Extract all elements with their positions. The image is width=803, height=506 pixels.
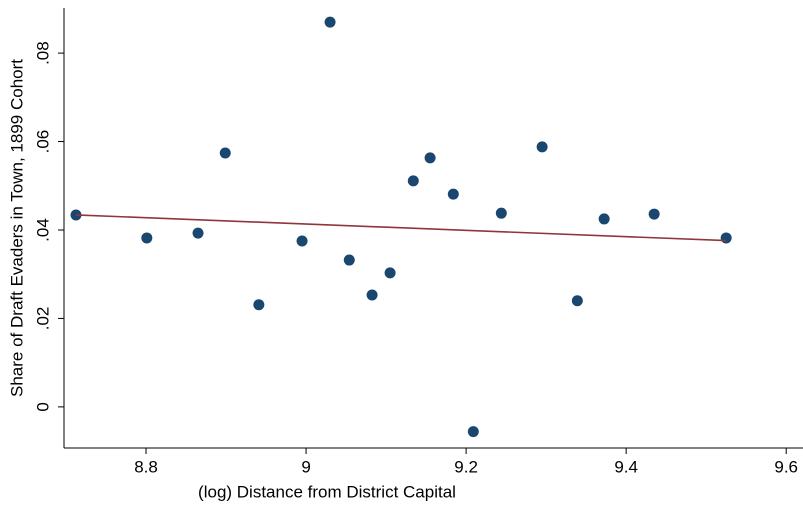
y-axis-title: Share of Draft Evaders in Town, 1899 Coh…	[7, 59, 26, 397]
y-tick-label: 0	[33, 402, 52, 411]
scatter-point	[571, 295, 583, 307]
y-tick-label: .04	[33, 218, 52, 242]
scatter-point	[720, 232, 732, 244]
scatter-point	[324, 16, 336, 28]
scatter-point	[648, 208, 660, 220]
scatter-point	[384, 267, 396, 279]
scatter-point	[141, 232, 153, 244]
scatter-point	[296, 235, 308, 247]
y-tick-label: .08	[33, 41, 52, 65]
x-tick-label: 9.6	[774, 457, 798, 476]
x-axis-title: (log) Distance from District Capital	[198, 482, 456, 501]
scatter-point	[253, 299, 265, 311]
x-tick-label: 9	[301, 457, 310, 476]
scatter-point	[366, 289, 378, 301]
scatter-point	[447, 188, 459, 200]
scatter-point	[343, 254, 355, 266]
scatter-point	[495, 207, 507, 219]
scatter-point	[424, 152, 436, 164]
scatter-point	[467, 426, 479, 438]
scatter-point	[598, 213, 610, 225]
scatter-point	[407, 175, 419, 187]
y-tick-label: .02	[33, 307, 52, 331]
scatter-point	[192, 227, 204, 239]
x-tick-label: 9.2	[454, 457, 478, 476]
x-tick-label: 9.4	[614, 457, 638, 476]
scatter-point	[219, 147, 231, 159]
scatter-point	[536, 141, 548, 153]
fit-line	[75, 214, 727, 242]
y-tick-label: .06	[33, 130, 52, 154]
x-tick-label: 8.8	[134, 457, 158, 476]
